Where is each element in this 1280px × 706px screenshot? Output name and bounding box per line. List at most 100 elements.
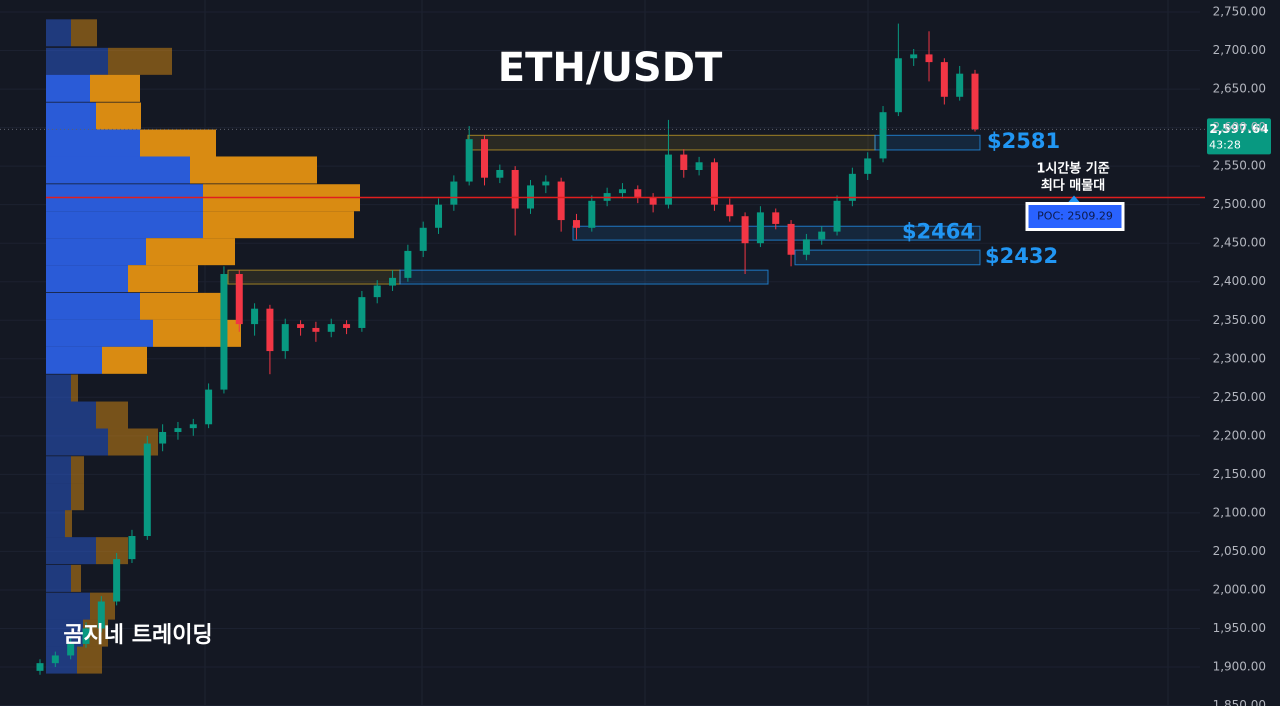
candle-body bbox=[848, 173, 856, 201]
profile-sell bbox=[71, 456, 84, 484]
profile-buy bbox=[46, 74, 90, 102]
zone bbox=[794, 249, 981, 266]
candle-body bbox=[343, 324, 351, 328]
y-tick-label: 1,900.00 bbox=[1213, 660, 1266, 674]
y-tick-label: 2,600.00 bbox=[1213, 120, 1266, 134]
zone-label: $2432 bbox=[985, 244, 1058, 268]
candle-body bbox=[588, 200, 596, 228]
y-tick-label: 2,000.00 bbox=[1213, 582, 1266, 596]
profile-buy bbox=[46, 374, 71, 402]
candle-body bbox=[36, 663, 44, 671]
candle-body bbox=[787, 223, 795, 255]
profile-buy bbox=[46, 319, 153, 347]
y-tick-label: 2,750.00 bbox=[1213, 5, 1266, 19]
y-tick-label: 2,050.00 bbox=[1213, 544, 1266, 558]
zone bbox=[874, 134, 981, 151]
candle-body bbox=[435, 204, 443, 228]
profile-buy bbox=[46, 401, 96, 429]
profile-sell bbox=[71, 483, 84, 511]
candle-body bbox=[664, 154, 672, 205]
candle-body bbox=[312, 327, 320, 332]
candle-body bbox=[373, 285, 381, 298]
profile-buy bbox=[46, 456, 71, 484]
last-price-label: 2,597.64 bbox=[1209, 122, 1268, 136]
candle-body bbox=[879, 112, 887, 159]
profile-sell bbox=[203, 211, 354, 239]
y-tick-label: 2,700.00 bbox=[1213, 43, 1266, 57]
y-tick-label: 2,300.00 bbox=[1213, 351, 1266, 365]
zone-label: $2581 bbox=[987, 129, 1060, 153]
profile-buy bbox=[46, 156, 190, 184]
candle-body bbox=[358, 297, 366, 328]
profile-buy bbox=[46, 211, 203, 239]
countdown: 43:28 bbox=[1209, 138, 1241, 151]
profile-sell bbox=[128, 265, 198, 293]
candle-body bbox=[511, 169, 519, 209]
profile-buy bbox=[46, 238, 146, 266]
candle-body bbox=[67, 643, 75, 656]
y-tick-label: 2,350.00 bbox=[1213, 313, 1266, 327]
candle-body bbox=[833, 200, 841, 232]
candle-body bbox=[802, 239, 810, 255]
candle-body bbox=[327, 324, 335, 332]
zone bbox=[399, 269, 769, 285]
vertical-grid bbox=[204, 0, 1169, 706]
y-tick-label: 2,550.00 bbox=[1213, 159, 1266, 173]
profile-sell bbox=[71, 374, 78, 402]
y-tick-label: 2,200.00 bbox=[1213, 428, 1266, 442]
profile-buy bbox=[46, 510, 65, 538]
candle-body bbox=[220, 274, 228, 390]
profile-sell bbox=[90, 74, 140, 102]
candle-body bbox=[680, 154, 688, 170]
profile-buy bbox=[46, 102, 96, 130]
candle-body bbox=[97, 601, 105, 629]
profile-buy bbox=[46, 19, 71, 47]
profile-sell bbox=[153, 319, 241, 347]
profile-sell bbox=[96, 401, 128, 429]
profile-buy bbox=[46, 619, 83, 647]
candle-body bbox=[481, 139, 489, 178]
profile-buy bbox=[46, 537, 96, 565]
profile-sell bbox=[71, 19, 97, 47]
candle-body bbox=[205, 389, 213, 425]
y-tick-label: 2,650.00 bbox=[1213, 82, 1266, 96]
poc-label: POC: 2509.29 bbox=[1037, 210, 1113, 223]
candle-body bbox=[925, 54, 933, 63]
profile-sell bbox=[96, 537, 128, 565]
zone bbox=[227, 269, 401, 285]
candle-body bbox=[450, 181, 458, 205]
candle-body bbox=[496, 169, 504, 178]
last-price-tag bbox=[1207, 118, 1271, 155]
profile-sell bbox=[140, 129, 216, 157]
candle-body bbox=[818, 231, 826, 240]
candle-body bbox=[956, 73, 964, 97]
profile-buy bbox=[46, 265, 128, 293]
candle-body bbox=[634, 189, 642, 197]
candle-body bbox=[251, 308, 259, 325]
candle-body bbox=[82, 628, 90, 644]
candle-body bbox=[772, 212, 780, 224]
y-tick-label: 2,150.00 bbox=[1213, 467, 1266, 481]
candle-body bbox=[159, 431, 167, 444]
candle-body bbox=[726, 204, 734, 217]
candle-body bbox=[710, 162, 718, 205]
y-tick-label: 2,400.00 bbox=[1213, 274, 1266, 288]
profile-sell bbox=[96, 102, 141, 130]
profile-sell bbox=[102, 346, 147, 374]
profile-buy bbox=[46, 592, 90, 620]
candle-body bbox=[557, 181, 565, 221]
poc-pointer bbox=[1068, 195, 1080, 203]
chart-title: ETH/USDT bbox=[498, 45, 723, 91]
candle-body bbox=[756, 212, 764, 244]
profile-buy bbox=[46, 428, 108, 456]
candle-body bbox=[419, 227, 427, 251]
y-tick-label: 2,250.00 bbox=[1213, 390, 1266, 404]
zones bbox=[227, 134, 981, 285]
profile-sell bbox=[77, 646, 102, 674]
candle-body bbox=[940, 62, 948, 97]
candle-body bbox=[235, 274, 243, 325]
y-tick-label: 2,100.00 bbox=[1213, 505, 1266, 519]
candle-body bbox=[695, 162, 703, 170]
volume-profile bbox=[46, 19, 360, 674]
